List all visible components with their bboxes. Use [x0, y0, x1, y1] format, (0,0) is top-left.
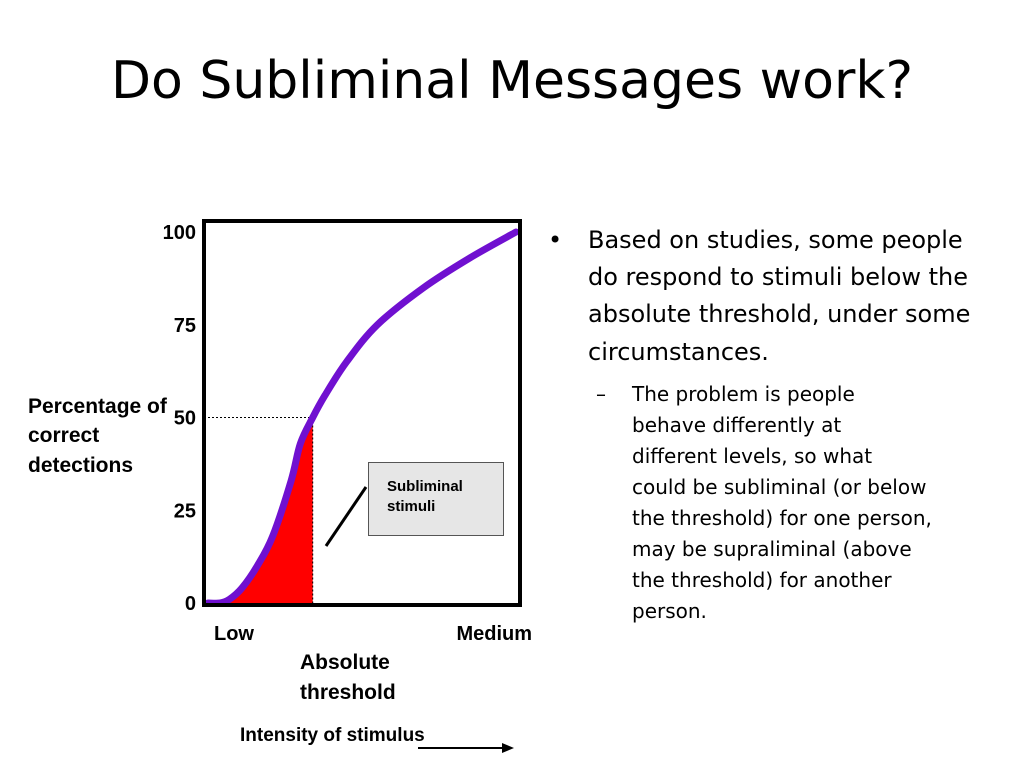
- bullet-list: • Based on studies, some people do respo…: [548, 222, 988, 627]
- subliminal-callout: Subliminal stimuli: [368, 462, 504, 536]
- bullet-marker: •: [548, 226, 563, 254]
- y-tick-label: 100: [163, 222, 196, 244]
- y-tick-label: 0: [185, 593, 196, 615]
- callout-label: Subliminal stimuli: [387, 478, 463, 515]
- bullet-text: Based on studies, some people do respond…: [588, 226, 971, 366]
- subliminal-area: [208, 417, 313, 604]
- series-line: [204, 228, 520, 607]
- slide-title: Do Subliminal Messages work?: [110, 51, 914, 111]
- sub-bullet-item: – The problem is people behave different…: [592, 379, 932, 627]
- x-tick-label: Low: [214, 623, 254, 645]
- plot-frame: [202, 219, 522, 607]
- y-axis-label: Percentage of correct detections: [28, 395, 167, 477]
- x-axis-arrow-head: [502, 743, 514, 753]
- x-tick-label: Medium: [456, 623, 532, 645]
- y-tick-label: 25: [174, 500, 196, 522]
- y-tick-label: 75: [174, 315, 196, 337]
- sub-bullet-marker: –: [596, 381, 606, 406]
- callout-pointer-line: [324, 486, 368, 547]
- sub-bullet-text: The problem is people behave differently…: [632, 381, 932, 623]
- y-tick-label: 50: [174, 408, 196, 430]
- bullet-item: • Based on studies, some people do respo…: [548, 222, 988, 371]
- x-axis-label: Intensity of stimulus: [240, 725, 425, 746]
- absolute-threshold-label: Absolute threshold: [300, 651, 396, 705]
